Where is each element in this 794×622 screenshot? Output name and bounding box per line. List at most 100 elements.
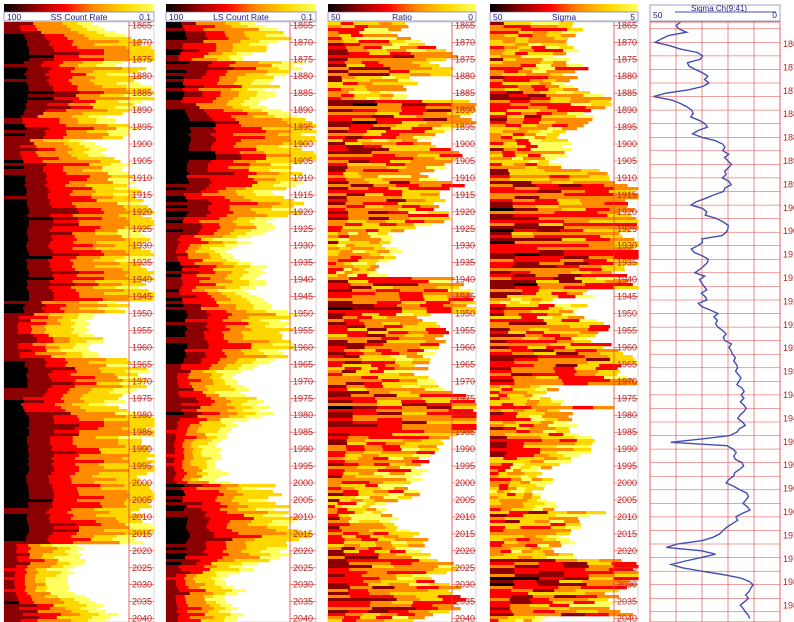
heat-cell bbox=[523, 118, 542, 122]
heat-cell bbox=[434, 157, 457, 161]
heat-cell bbox=[56, 616, 75, 620]
heat-cell bbox=[210, 286, 227, 290]
heat-cell bbox=[328, 604, 350, 608]
heat-cell bbox=[328, 508, 339, 512]
heat-cell bbox=[370, 235, 382, 239]
heat-cell bbox=[237, 412, 257, 416]
heat-cell bbox=[370, 601, 393, 605]
heat-cell bbox=[379, 313, 397, 317]
heat-cell bbox=[524, 388, 537, 392]
heat-cell bbox=[369, 67, 391, 71]
heat-cell bbox=[516, 415, 530, 419]
heat-cell bbox=[418, 283, 442, 287]
heat-cell bbox=[166, 409, 182, 413]
heat-cell bbox=[613, 196, 639, 200]
heat-cell bbox=[215, 136, 241, 140]
heat-cell bbox=[4, 229, 28, 233]
heat-cell bbox=[403, 457, 419, 461]
heat-cell bbox=[545, 310, 560, 314]
heat-cell bbox=[28, 484, 53, 488]
heat-cell bbox=[196, 403, 212, 407]
heat-cell bbox=[267, 214, 289, 218]
heat-cell bbox=[513, 214, 538, 218]
heat-cell bbox=[502, 130, 516, 134]
heat-cell bbox=[328, 118, 353, 122]
heat-cell bbox=[203, 28, 223, 32]
heat-cell bbox=[65, 73, 87, 77]
heat-cell bbox=[514, 223, 540, 227]
heat-cell bbox=[422, 397, 447, 401]
heat-cell bbox=[515, 493, 525, 497]
heat-cell bbox=[23, 136, 44, 140]
heat-cell bbox=[49, 313, 65, 317]
heat-cell bbox=[205, 325, 226, 329]
heat-cell bbox=[54, 115, 73, 119]
heat-cell bbox=[388, 532, 405, 536]
depth-label: 1990 bbox=[455, 444, 475, 454]
heat-cell bbox=[22, 121, 42, 125]
heat-cell bbox=[70, 187, 93, 191]
heat-cell bbox=[166, 547, 187, 551]
heat-cell bbox=[74, 328, 89, 332]
heat-cell bbox=[505, 112, 522, 116]
heat-cell bbox=[175, 250, 187, 254]
heat-cell bbox=[490, 34, 505, 38]
heat-cell bbox=[402, 103, 428, 107]
heat-cell bbox=[371, 364, 386, 368]
heat-cell bbox=[574, 367, 597, 371]
heat-cell bbox=[344, 538, 362, 542]
heat-cell bbox=[366, 97, 380, 101]
heat-cell bbox=[273, 184, 296, 188]
heat-cell bbox=[426, 307, 452, 311]
heat-cell bbox=[190, 460, 200, 464]
heat-cell bbox=[265, 73, 286, 77]
heat-cell bbox=[65, 364, 87, 368]
heat-cell bbox=[73, 541, 97, 545]
heat-cell bbox=[534, 268, 558, 272]
heat-cell bbox=[355, 475, 370, 479]
heat-cell bbox=[204, 580, 216, 584]
heat-cell bbox=[532, 349, 555, 353]
heat-cell bbox=[386, 388, 407, 392]
heat-cell bbox=[535, 376, 559, 380]
heat-cell bbox=[101, 208, 127, 212]
heat-cell bbox=[129, 418, 155, 422]
heat-cell bbox=[601, 265, 625, 269]
heat-cell bbox=[66, 172, 88, 176]
heat-cell bbox=[252, 184, 275, 188]
heat-cell bbox=[503, 46, 519, 50]
heat-cell bbox=[266, 130, 292, 134]
heat-cell bbox=[228, 316, 250, 320]
heat-cell bbox=[541, 37, 555, 41]
heat-cell bbox=[353, 22, 367, 26]
heat-cell bbox=[451, 412, 477, 416]
heat-cell bbox=[328, 229, 342, 233]
heat-cell bbox=[264, 151, 290, 155]
heat-cell bbox=[379, 97, 393, 101]
heat-cell bbox=[226, 526, 248, 530]
heat-cell bbox=[410, 73, 432, 77]
heat-cell bbox=[402, 424, 428, 428]
heat-cell bbox=[545, 136, 558, 140]
heat-cell bbox=[347, 571, 368, 575]
heat-cell bbox=[4, 178, 26, 182]
heat-cell bbox=[533, 211, 556, 215]
heat-cell bbox=[29, 430, 55, 434]
heat-cell bbox=[396, 313, 414, 317]
heat-cell bbox=[546, 346, 566, 350]
heat-cell bbox=[523, 448, 541, 452]
heat-cell bbox=[490, 475, 499, 479]
heat-cell bbox=[52, 487, 78, 491]
heat-cell bbox=[52, 256, 77, 260]
heat-cell bbox=[95, 439, 119, 443]
heat-cell bbox=[275, 178, 299, 182]
heat-cell bbox=[565, 322, 585, 326]
heat-cell bbox=[343, 490, 359, 494]
heat-cell bbox=[183, 223, 202, 227]
heat-cell bbox=[415, 115, 439, 119]
heat-cell bbox=[226, 403, 243, 407]
heat-cell bbox=[28, 445, 53, 449]
heat-cell bbox=[501, 163, 515, 167]
heat-cell bbox=[490, 112, 507, 116]
depth-label: 1940 bbox=[455, 275, 475, 285]
